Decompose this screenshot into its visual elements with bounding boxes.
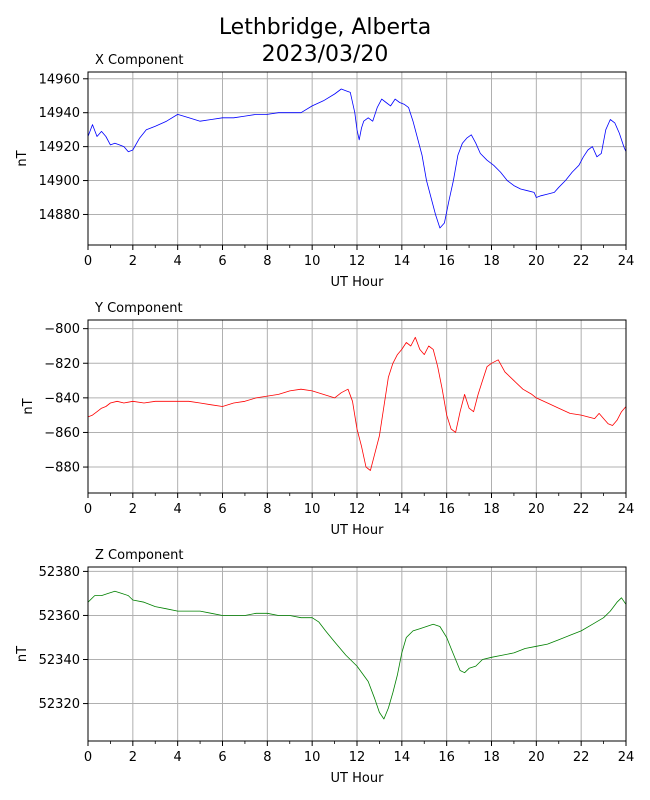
panel-y-title: Y Component <box>94 301 183 316</box>
panel-z-xtick-label-0: 0 <box>84 750 92 765</box>
figure-title-line1: Lethbridge, Alberta <box>219 15 431 40</box>
panel-x-ytick-label-0: 14880 <box>39 208 80 223</box>
panel-x-xtick-label-1: 2 <box>129 254 137 269</box>
panel-z-xtick-label-10: 20 <box>528 750 545 765</box>
panel-y-xtick-label-4: 8 <box>263 502 271 517</box>
panel-z-xtick-label-5: 10 <box>304 750 321 765</box>
panel-x-ylabel: nT <box>15 150 30 166</box>
panel-x-xtick-label-9: 18 <box>483 254 500 269</box>
panel-y-xlabel: UT Hour <box>331 523 385 538</box>
panel-z-xtick-label-3: 6 <box>218 750 226 765</box>
panel-y-xtick-label-0: 0 <box>84 502 92 517</box>
panel-z-xtick-label-4: 8 <box>263 750 271 765</box>
panel-x-xtick-label-10: 20 <box>528 254 545 269</box>
panel-z-xtick-label-2: 4 <box>174 750 182 765</box>
panel-z-xtick-label-9: 18 <box>483 750 500 765</box>
panel-y-xtick-label-7: 14 <box>394 502 411 517</box>
panel-y-ytick-label-2: −840 <box>44 391 80 406</box>
panel-z-xtick-label-6: 12 <box>349 750 366 765</box>
panel-z-xlabel: UT Hour <box>331 771 385 786</box>
panel-y-xtick-label-5: 10 <box>304 502 321 517</box>
panel-y-xtick-label-1: 2 <box>129 502 137 517</box>
panel-y-series-line <box>88 336 626 471</box>
panel-z-xtick-label-8: 16 <box>438 750 455 765</box>
panel-y-xtick-label-11: 22 <box>573 502 590 517</box>
panel-z-ytick-label-3: 52380 <box>39 565 80 580</box>
panel-y-xtick-label-8: 16 <box>438 502 455 517</box>
panel-x-title: X Component <box>95 53 184 68</box>
panel-x-xtick-label-0: 0 <box>84 254 92 269</box>
panel-z-xtick-label-1: 2 <box>129 750 137 765</box>
panel-x-xlabel: UT Hour <box>331 275 385 290</box>
panel-z-ytick-label-2: 52360 <box>39 609 80 624</box>
panel-y-xtick-label-10: 20 <box>528 502 545 517</box>
panel-y-xtick-label-12: 24 <box>618 502 635 517</box>
figure-title-line2: 2023/03/20 <box>262 42 389 67</box>
panel-y-ytick-label-0: −880 <box>44 461 80 476</box>
panel-x-ytick-label-4: 14960 <box>39 72 80 87</box>
panel-z-xtick-label-12: 24 <box>618 750 635 765</box>
panel-x-ytick-label-3: 14940 <box>39 106 80 121</box>
panel-x-xtick-label-2: 4 <box>174 254 182 269</box>
panel-y-xtick-label-3: 6 <box>218 502 226 517</box>
panel-x-xtick-label-3: 6 <box>218 254 226 269</box>
panel-z-series-line <box>88 590 626 720</box>
panel-x-xtick-label-5: 10 <box>304 254 321 269</box>
panel-y-ylabel: nT <box>21 398 36 414</box>
panel-x-ytick-label-1: 14900 <box>39 174 80 189</box>
panel-y-xtick-label-6: 12 <box>349 502 366 517</box>
panel-x-xtick-label-12: 24 <box>618 254 635 269</box>
panel-z-title: Z Component <box>95 548 184 563</box>
panel-x: 0 2 4 6 8 10 12 14 16 18 20 22 241488014900149201494… <box>15 53 634 290</box>
panel-z-ytick-label-0: 52320 <box>39 697 80 712</box>
panel-z-xtick-label-11: 22 <box>573 750 590 765</box>
panel-x-xtick-label-4: 8 <box>263 254 271 269</box>
panel-x-xtick-label-7: 14 <box>394 254 411 269</box>
panel-y: 0 2 4 6 8 10 12 14 16 18 20 22 24−880−860−840−820−80… <box>21 301 634 538</box>
panel-y-xtick-label-9: 18 <box>483 502 500 517</box>
panels: 0 2 4 6 8 10 12 14 16 18 20 22 241488014900149201494… <box>15 53 634 786</box>
panel-x-xtick-label-8: 16 <box>438 254 455 269</box>
panel-x-xtick-label-6: 12 <box>349 254 366 269</box>
panel-y-xtick-label-2: 4 <box>174 502 182 517</box>
panel-z-xtick-label-7: 14 <box>394 750 411 765</box>
panel-y-ytick-label-1: −860 <box>44 426 80 441</box>
panel-x-ytick-label-2: 14920 <box>39 140 80 155</box>
panel-x-xtick-label-11: 22 <box>573 254 590 269</box>
panel-y-ytick-label-3: −820 <box>44 357 80 372</box>
panel-z-ytick-label-1: 52340 <box>39 653 80 668</box>
panel-z: 0 2 4 6 8 10 12 14 16 18 20 22 245232052340523605238… <box>15 548 634 786</box>
panel-z-ylabel: nT <box>15 646 30 662</box>
panel-x-series-line <box>88 88 626 229</box>
panel-y-ytick-label-4: −800 <box>44 322 80 337</box>
